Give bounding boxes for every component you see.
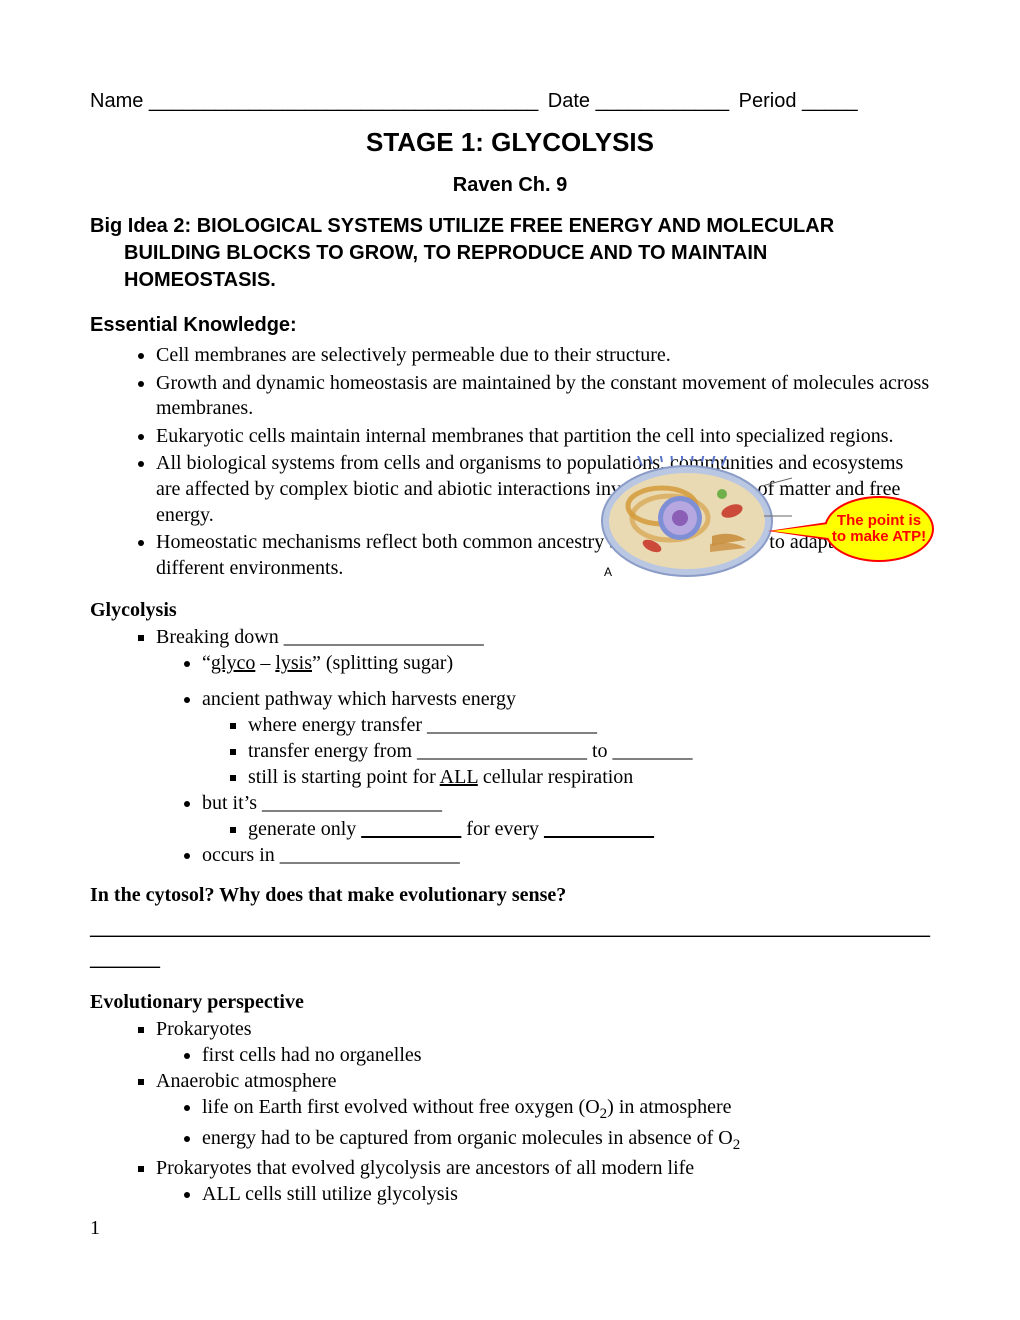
page-title: STAGE 1: GLYCOLYSIS xyxy=(90,127,930,158)
lysis-term: lysis xyxy=(275,652,312,674)
glyco-term: glyco xyxy=(211,652,255,674)
glycolysis-heading: Glycolysis xyxy=(90,599,930,622)
list-item: occurs in __________________ xyxy=(202,842,930,868)
period-field[interactable]: Period _____ xyxy=(739,90,858,112)
list-item: ancient pathway which harvests energy wh… xyxy=(202,686,930,790)
breaking-down: Breaking down ____________________ xyxy=(156,626,484,648)
cytosol-question: In the cytosol? Why does that make evolu… xyxy=(90,884,930,907)
name-field[interactable]: Name ___________________________________ xyxy=(90,90,538,112)
essential-knowledge-label: Essential Knowledge: xyxy=(90,314,930,337)
chapter-subtitle: Raven Ch. 9 xyxy=(90,174,930,197)
list-item: Prokaryotes that evolved glycolysis are … xyxy=(156,1155,930,1207)
big-idea-line3: HOMEOSTASIS. xyxy=(90,267,930,294)
cell-figure: A The point is to make ATP! xyxy=(592,456,932,586)
list-item: “glyco – lysis” (splitting sugar) xyxy=(202,650,930,676)
list-item: life on Earth first evolved without free… xyxy=(202,1094,930,1125)
list-item: energy had to be captured from organic m… xyxy=(202,1125,930,1156)
ek-item: Growth and dynamic homeostasis are maint… xyxy=(156,371,930,422)
list-item: where energy transfer _________________ xyxy=(248,712,930,738)
answer-line[interactable]: ________________________________________… xyxy=(90,917,930,940)
list-item: Anaerobic atmosphere life on Earth first… xyxy=(156,1068,930,1155)
big-idea-line2: BUILDING BLOCKS TO GROW, TO REPRODUCE AN… xyxy=(90,240,930,267)
page-number: 1 xyxy=(90,1217,100,1240)
worksheet-header: Name ___________________________________… xyxy=(90,90,930,113)
list-item: but it’s __________________ generate onl… xyxy=(202,790,930,842)
evolutionary-heading: Evolutionary perspective xyxy=(90,991,930,1014)
answer-line-short[interactable]: _______ xyxy=(90,948,930,971)
ek-item: Eukaryotic cells maintain internal membr… xyxy=(156,424,930,450)
all-term: ALL xyxy=(440,766,478,788)
list-item: generate only __________ for every _____… xyxy=(248,816,930,842)
big-idea-line1: Big Idea 2: BIOLOGICAL SYSTEMS UTILIZE F… xyxy=(90,215,834,237)
list-item: Breaking down ____________________ “glyc… xyxy=(156,624,930,868)
svg-text:A: A xyxy=(604,565,612,579)
callout-text: The point is to make ATP! xyxy=(830,513,928,545)
cell-icon: A xyxy=(592,456,792,586)
list-item: still is starting point for ALL cellular… xyxy=(248,764,930,790)
date-field[interactable]: Date ____________ xyxy=(548,90,729,112)
atp-callout: The point is to make ATP! xyxy=(824,496,934,562)
glycolysis-list: Breaking down ____________________ “glyc… xyxy=(90,624,930,868)
callout-tail xyxy=(772,524,828,538)
evolutionary-list: Prokaryotes first cells had no organelle… xyxy=(90,1016,930,1207)
list-item: first cells had no organelles xyxy=(202,1042,930,1068)
list-item: ALL cells still utilize glycolysis xyxy=(202,1181,930,1207)
list-item: transfer energy from _________________ t… xyxy=(248,738,930,764)
big-idea: Big Idea 2: BIOLOGICAL SYSTEMS UTILIZE F… xyxy=(90,213,930,294)
ek-item: Cell membranes are selectively permeable… xyxy=(156,343,930,369)
list-item: Prokaryotes first cells had no organelle… xyxy=(156,1016,930,1068)
